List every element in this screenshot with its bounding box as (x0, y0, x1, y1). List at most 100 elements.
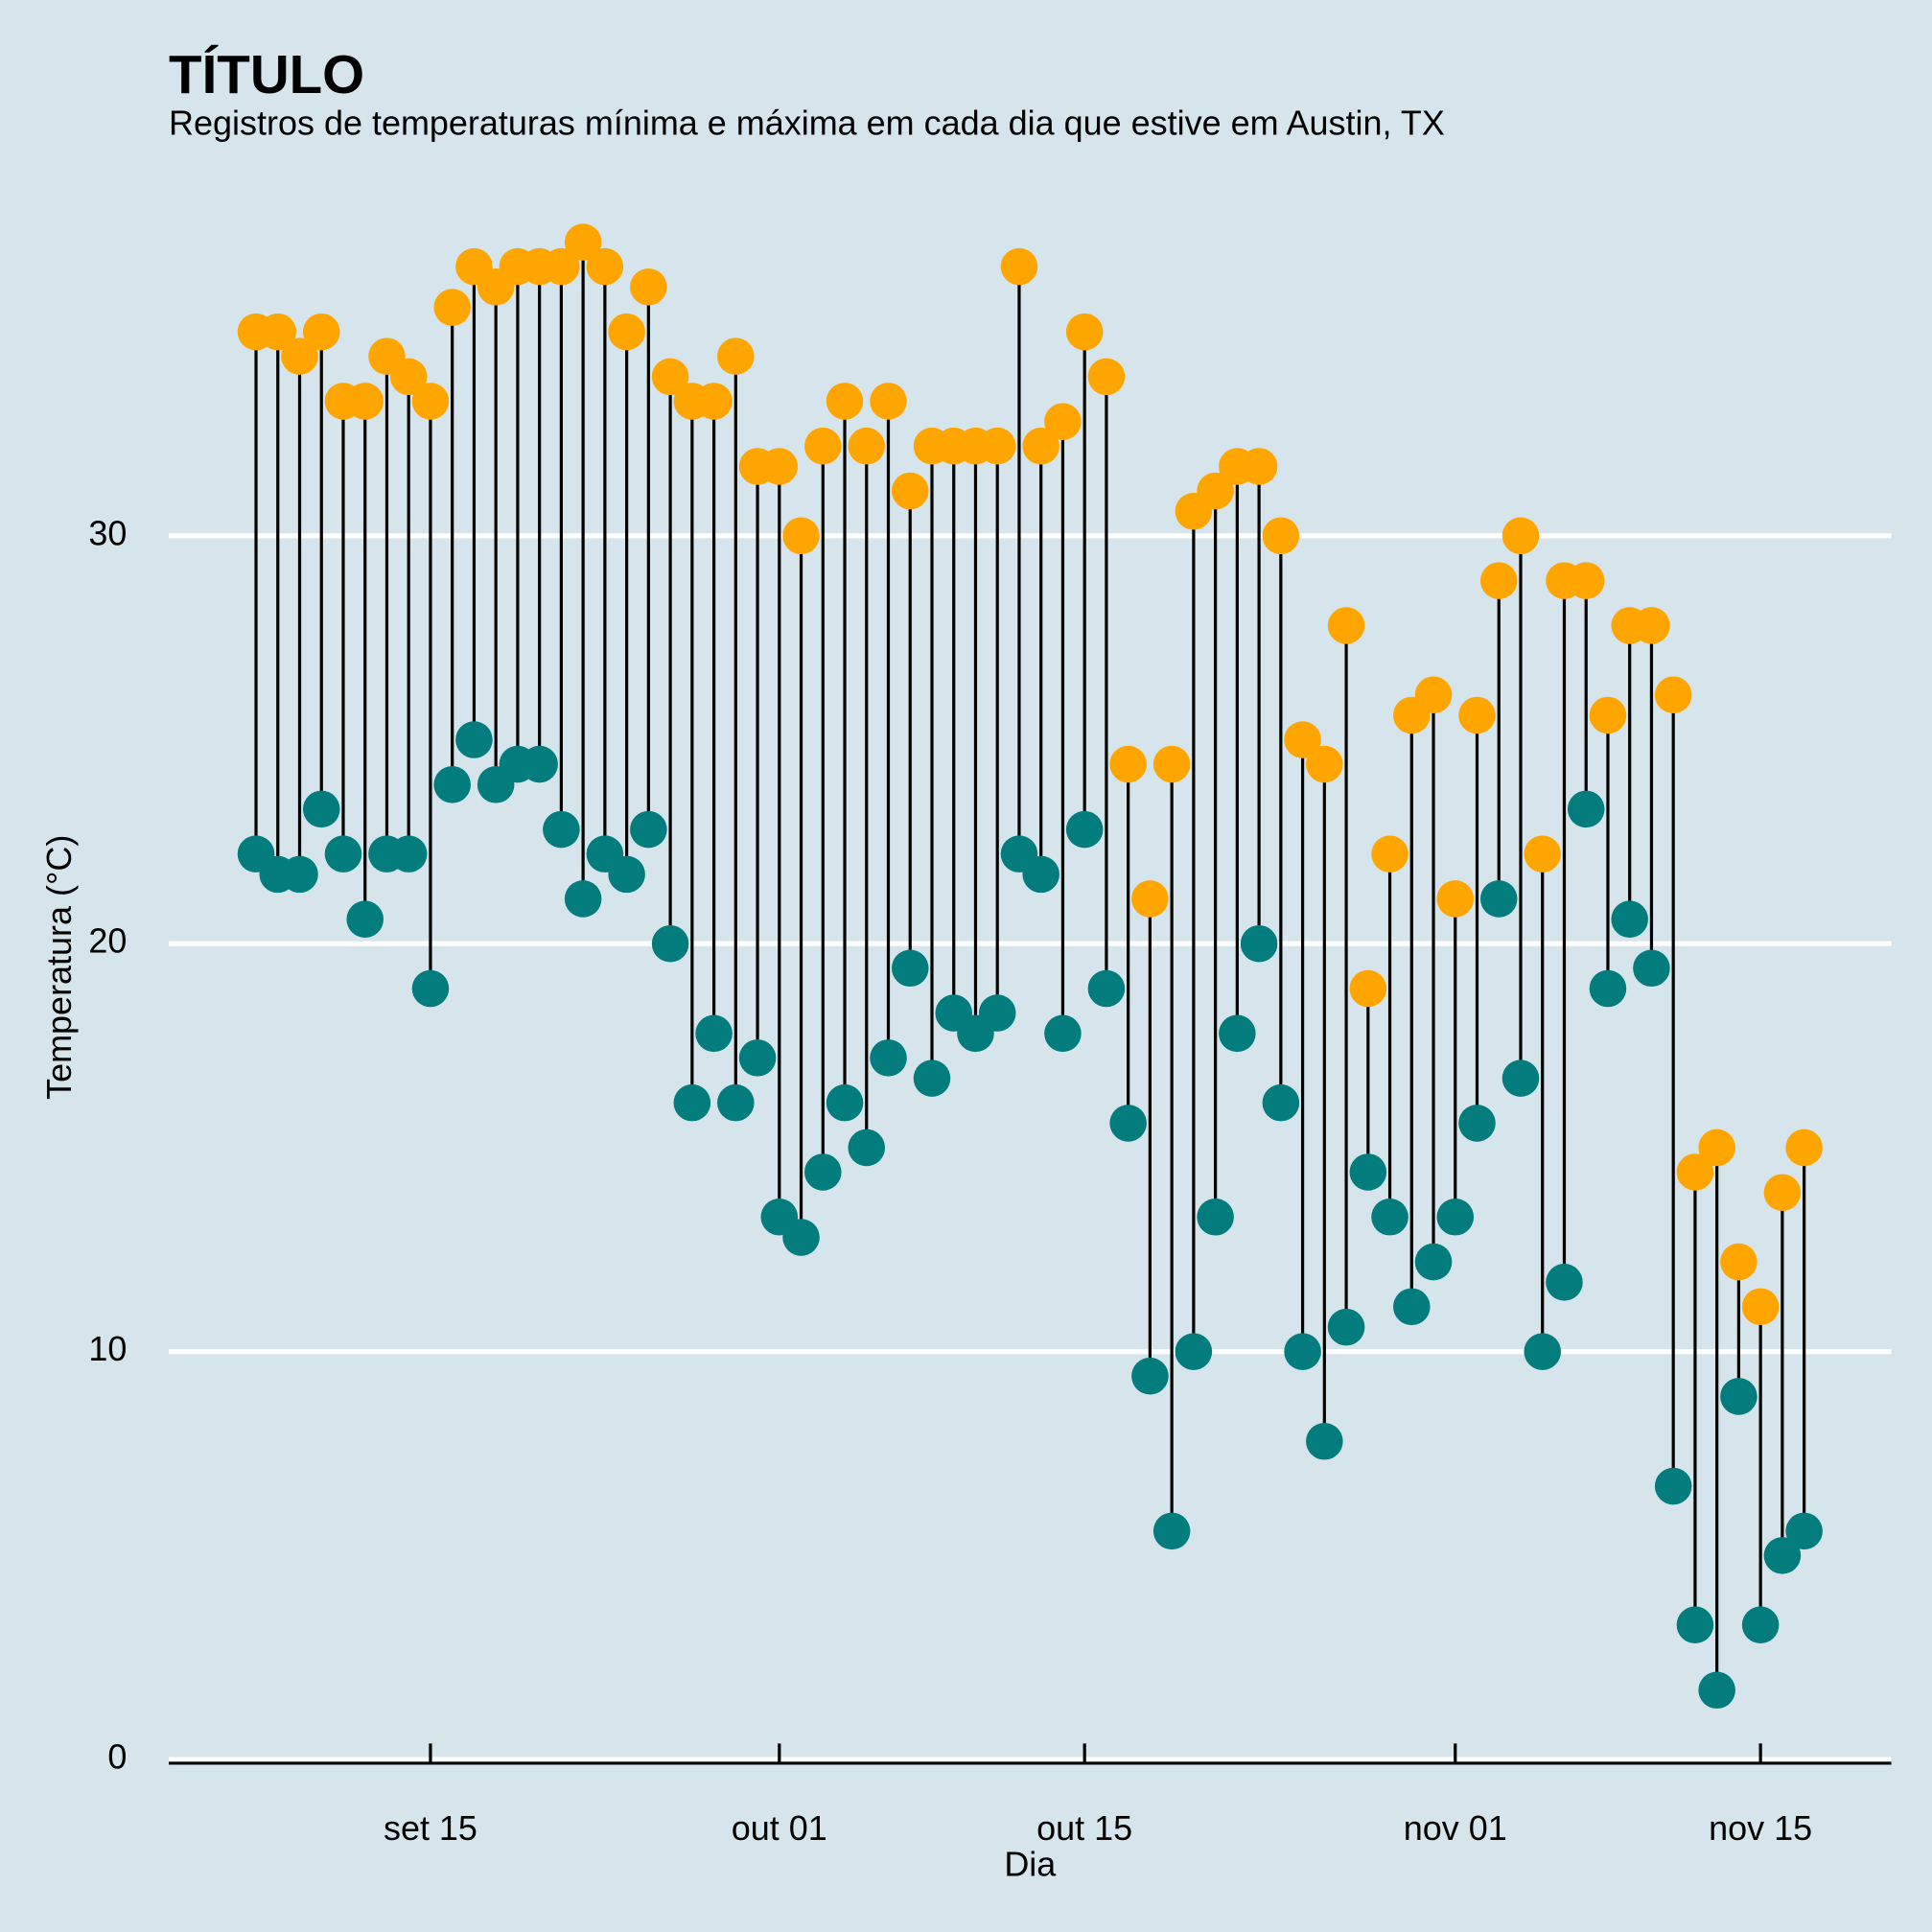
point (281, 338, 318, 375)
point (433, 766, 471, 803)
x-tick-label: nov 01 (1404, 1808, 1507, 1848)
point (1676, 1606, 1714, 1643)
point (1262, 517, 1300, 555)
point (1371, 1198, 1408, 1236)
point (1065, 810, 1104, 849)
point (1087, 358, 1126, 396)
point (738, 1039, 777, 1077)
point (1720, 1378, 1757, 1415)
point (651, 924, 689, 963)
point (1654, 1467, 1692, 1505)
point (1611, 900, 1648, 938)
point (259, 313, 297, 351)
point (1152, 745, 1191, 783)
point (695, 383, 733, 420)
point (1327, 607, 1365, 644)
point (848, 427, 886, 465)
point (346, 900, 384, 938)
point (1065, 313, 1104, 351)
point (1327, 1308, 1365, 1346)
point (1152, 1512, 1191, 1550)
point (1197, 1198, 1234, 1236)
point (1087, 969, 1126, 1008)
point (1501, 517, 1540, 555)
point (760, 448, 799, 485)
point (1763, 1537, 1802, 1574)
point (630, 268, 667, 306)
point (891, 949, 929, 988)
point (1022, 855, 1059, 894)
chart-title: TÍTULO (169, 44, 364, 105)
point (1676, 1153, 1714, 1191)
y-tick-label: 30 (88, 513, 127, 552)
point (978, 994, 1016, 1032)
point (891, 472, 929, 510)
point (1240, 448, 1278, 485)
point (782, 1219, 820, 1256)
point (1262, 1083, 1300, 1122)
point (608, 313, 645, 351)
chart-subtitle: Registros de temperaturas mínima e máxim… (169, 104, 1445, 143)
point (1741, 1288, 1780, 1326)
point (1414, 676, 1453, 713)
point (1197, 472, 1234, 510)
point (1131, 1357, 1169, 1395)
x-tick-label: set 15 (384, 1808, 477, 1848)
x-axis-label: Dia (1004, 1844, 1056, 1883)
point (1741, 1606, 1780, 1643)
point (870, 1039, 907, 1077)
point (1306, 745, 1343, 783)
point (1284, 1333, 1321, 1370)
point (586, 247, 624, 286)
point (651, 358, 689, 396)
point (826, 383, 864, 420)
point (1524, 835, 1562, 873)
point (717, 1083, 755, 1122)
point (1240, 924, 1278, 963)
point (1633, 949, 1670, 988)
point (1436, 880, 1475, 918)
point (564, 223, 602, 261)
point (1567, 790, 1605, 828)
point (1546, 1264, 1583, 1301)
x-tick-label: out 15 (1036, 1808, 1132, 1848)
point (1436, 1198, 1475, 1236)
point (1698, 1671, 1735, 1710)
point (389, 835, 428, 873)
point (673, 1083, 711, 1122)
point (1109, 1105, 1147, 1142)
point (848, 1129, 886, 1167)
point (1458, 1105, 1496, 1142)
point (1589, 696, 1627, 734)
point (1589, 969, 1627, 1008)
point (1022, 427, 1059, 465)
point (1284, 721, 1321, 758)
point (695, 1014, 733, 1053)
point (411, 383, 450, 420)
y-tick-label: 10 (88, 1329, 127, 1368)
point (804, 1153, 842, 1191)
point (1349, 969, 1387, 1008)
point (782, 517, 820, 555)
point (1219, 1014, 1256, 1053)
point (281, 855, 318, 894)
point (1479, 880, 1518, 918)
point (324, 835, 362, 873)
point (717, 338, 755, 375)
point (1524, 1333, 1562, 1370)
point (302, 790, 340, 828)
point (1501, 1059, 1540, 1097)
point (564, 880, 602, 918)
point (1720, 1243, 1757, 1281)
point (1306, 1422, 1343, 1460)
point (1371, 835, 1408, 873)
point (302, 313, 340, 351)
point (1479, 562, 1518, 599)
point (804, 427, 842, 465)
point (1349, 1153, 1387, 1191)
point (1458, 696, 1496, 734)
point (870, 383, 907, 420)
point (1785, 1129, 1823, 1167)
y-axis-label: Temperatura (°C) (39, 835, 79, 1100)
